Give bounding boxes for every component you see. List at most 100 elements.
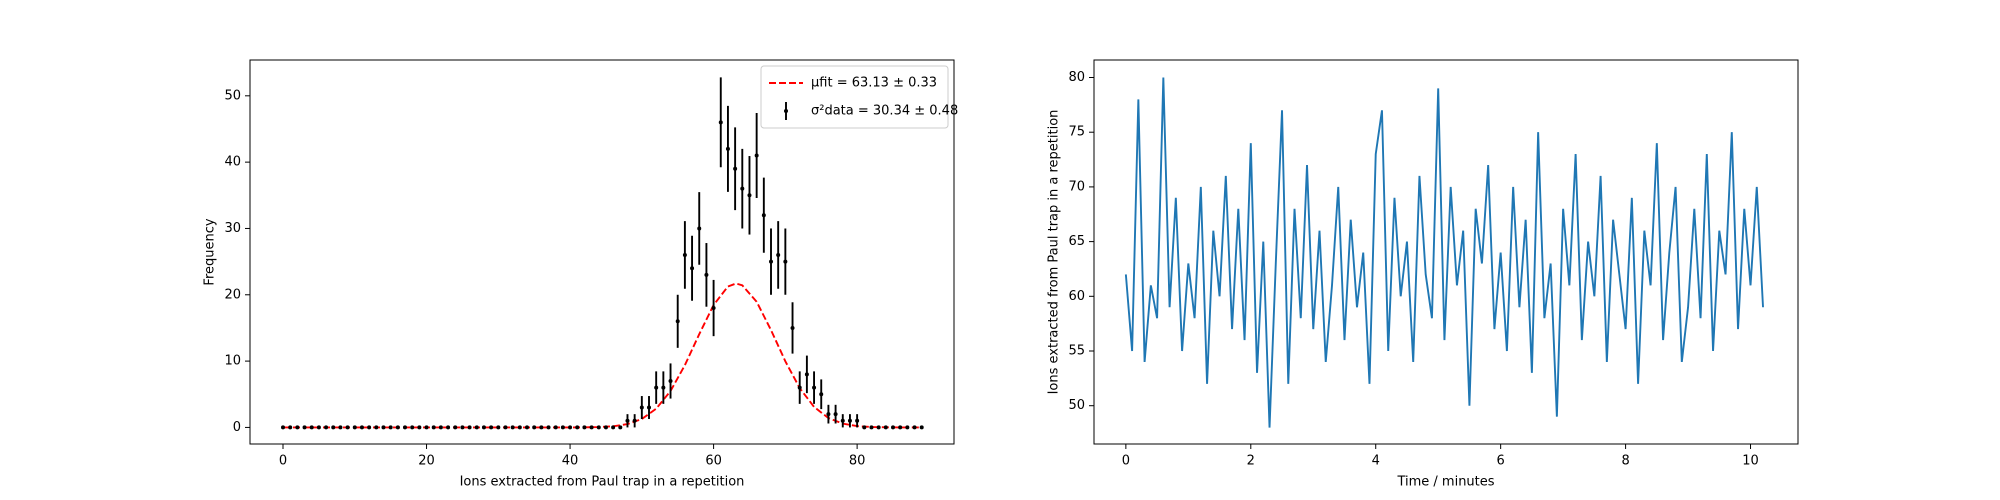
- data-line: [283, 282, 922, 429]
- data-point: [359, 425, 364, 430]
- data-point: [510, 425, 515, 430]
- data-point: [733, 166, 738, 171]
- y-tick-label: 70: [1068, 179, 1085, 194]
- legend-label: μfit = 63.13 ± 0.33: [811, 76, 937, 91]
- data-point: [632, 418, 637, 423]
- data-point: [675, 319, 680, 324]
- data-point: [395, 425, 400, 430]
- data-point: [474, 425, 479, 430]
- data-point: [467, 425, 472, 430]
- subplot: 0 20 40 60 80 0 10 20 30 40 50 Ions extracted from …: [203, 59, 958, 490]
- y-tick-label: 20: [224, 287, 241, 302]
- data-point: [553, 425, 558, 430]
- data-point: [453, 425, 458, 430]
- data-point: [611, 425, 616, 430]
- data-point: [747, 193, 752, 198]
- legend-swatch: [784, 109, 788, 113]
- data-point: [804, 372, 809, 377]
- data-point: [797, 385, 802, 390]
- plot-frame: [1093, 59, 1799, 445]
- data-point: [883, 425, 888, 430]
- data-point: [919, 425, 924, 430]
- data-point: [596, 425, 601, 430]
- data-line: [1124, 77, 1764, 428]
- data-point: [790, 325, 795, 330]
- data-point: [847, 418, 852, 423]
- data-point: [869, 425, 874, 430]
- data-point: [338, 425, 343, 430]
- y-tick-label: 65: [1068, 234, 1085, 249]
- x-tick-label: 10: [1742, 454, 1759, 469]
- data-point: [568, 425, 573, 430]
- y-tick-label: 80: [1068, 70, 1085, 85]
- data-point: [575, 425, 580, 430]
- data-point: [295, 425, 300, 430]
- subplot: 0 2 4 6 8 10 50 55 60 65 70 75 80 Time / minutes Ions …: [1047, 59, 1799, 490]
- data-point: [496, 425, 501, 430]
- y-tick-label: 30: [224, 221, 241, 236]
- y-tick-label: 10: [224, 354, 241, 369]
- data-point: [424, 425, 429, 430]
- data-point: [532, 425, 537, 430]
- data-point: [618, 425, 623, 430]
- data-point: [697, 226, 702, 231]
- data-point: [690, 266, 695, 271]
- y-tick-label: 40: [224, 155, 241, 170]
- data-point: [819, 392, 824, 397]
- data-point: [489, 425, 494, 430]
- x-tick-label: 0: [279, 454, 287, 469]
- data-point: [769, 259, 774, 264]
- y-axis-label: Frequency: [203, 218, 218, 285]
- data-point: [560, 425, 565, 430]
- data-point: [288, 425, 293, 430]
- data-point: [654, 385, 659, 390]
- data-point: [316, 425, 321, 430]
- data-point: [417, 425, 422, 430]
- data-point: [740, 186, 745, 191]
- data-point: [388, 425, 393, 430]
- x-tick-label: 8: [1621, 454, 1629, 469]
- y-axis-label: Ions extracted from Paul trap in a repet…: [1047, 110, 1062, 395]
- data-point: [517, 425, 522, 430]
- x-tick-label: 20: [418, 454, 435, 469]
- data-point: [711, 306, 716, 311]
- data-point: [862, 425, 867, 430]
- data-point: [403, 425, 408, 430]
- x-tick-label: 80: [849, 454, 866, 469]
- data-point: [725, 146, 730, 151]
- x-axis-label: Ions extracted from Paul trap in a repet…: [460, 475, 745, 490]
- data-point: [754, 153, 759, 158]
- data-point: [776, 252, 781, 257]
- y-tick-label: 75: [1068, 125, 1085, 140]
- data-point: [481, 425, 486, 430]
- data-point: [367, 425, 372, 430]
- x-tick-label: 60: [705, 454, 722, 469]
- data-point: [460, 425, 465, 430]
- data-point: [446, 425, 451, 430]
- data-point: [603, 425, 608, 430]
- data-point: [704, 272, 709, 277]
- data-point: [281, 425, 286, 430]
- x-tick-label: 2: [1247, 454, 1255, 469]
- y-tick-label: 50: [224, 88, 241, 103]
- data-point: [891, 425, 896, 430]
- data-point: [302, 425, 307, 430]
- x-tick-label: 40: [562, 454, 579, 469]
- data-point: [812, 385, 817, 390]
- legend: μfit = 63.13 ± 0.33 σ²data = 30.34 ± 0.48: [760, 65, 958, 129]
- data-point: [912, 425, 917, 430]
- data-point: [589, 425, 594, 430]
- x-tick-label: 0: [1122, 454, 1130, 469]
- y-tick-label: 0: [233, 420, 241, 435]
- data-point: [345, 425, 350, 430]
- data-point: [682, 252, 687, 257]
- y-tick-label: 60: [1068, 289, 1085, 304]
- legend-label: σ²data = 30.34 ± 0.48: [811, 104, 958, 119]
- data-point: [761, 213, 766, 218]
- legend-box: [760, 65, 949, 129]
- data-point: [718, 120, 723, 125]
- data-point: [855, 418, 860, 423]
- data-point: [582, 425, 587, 430]
- data-point: [625, 418, 630, 423]
